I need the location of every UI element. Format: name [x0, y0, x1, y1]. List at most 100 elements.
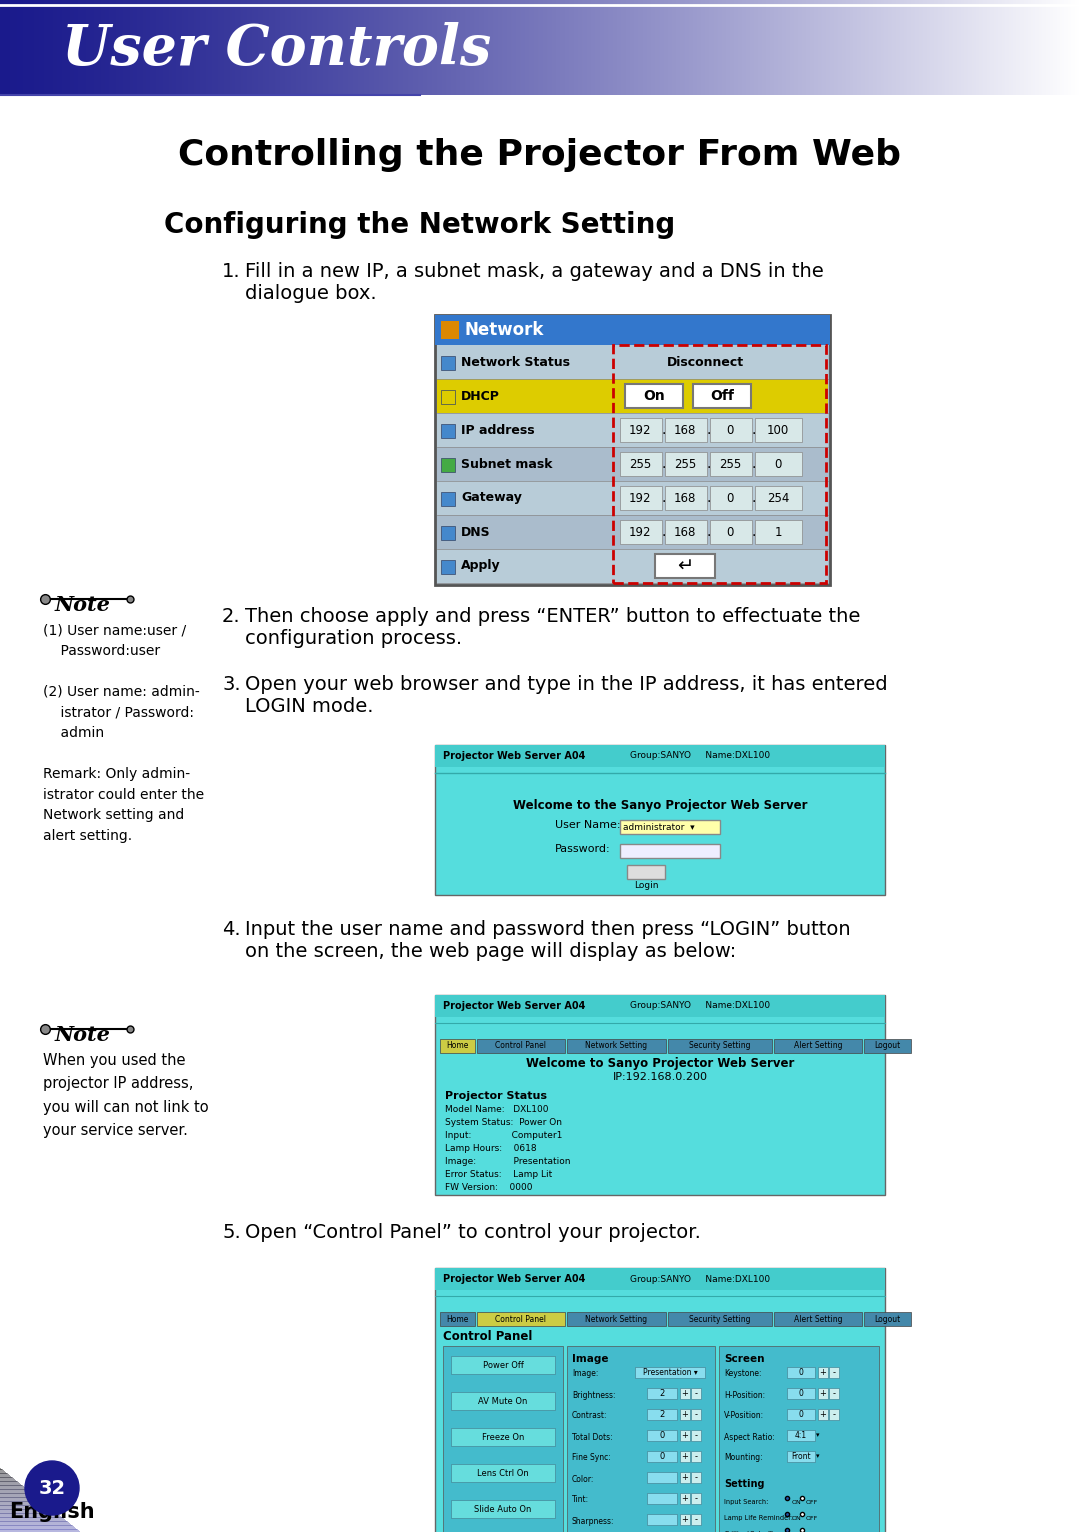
- Text: Sharpness:: Sharpness:: [572, 1517, 615, 1526]
- Text: Projector Web Server A04: Projector Web Server A04: [443, 1275, 585, 1284]
- Text: Note: Note: [55, 1025, 111, 1045]
- Bar: [665, 418, 707, 443]
- Text: 0: 0: [727, 492, 733, 504]
- Text: ON: ON: [792, 1515, 801, 1520]
- Text: Input the user name and password then press “LOGIN” button
on the screen, the we: Input the user name and password then pr…: [245, 921, 851, 961]
- Text: ON: ON: [792, 1500, 801, 1504]
- Text: Projector Web Server A04: Projector Web Server A04: [443, 1000, 585, 1011]
- Text: Control Panel: Control Panel: [496, 1314, 546, 1324]
- Text: Keystone:: Keystone:: [724, 1370, 761, 1379]
- Bar: [667, 1311, 772, 1327]
- Bar: [680, 1472, 690, 1483]
- Bar: [440, 1311, 475, 1327]
- Bar: [635, 1367, 705, 1377]
- Text: Freeze On: Freeze On: [482, 1432, 524, 1442]
- Text: +: +: [681, 1390, 688, 1399]
- Text: Image: Image: [572, 1354, 608, 1363]
- Text: +: +: [820, 1390, 826, 1399]
- Bar: [829, 1409, 839, 1420]
- Text: Fill in a new IP, a subnet mask, a gateway and a DNS in the
dialogue box.: Fill in a new IP, a subnet mask, a gatew…: [245, 262, 824, 303]
- Bar: [477, 1039, 565, 1052]
- Text: (1) User name:user /
    Password:user

(2) User name: admin-
    istrator / Pas: (1) User name:user / Password:user (2) U…: [43, 624, 204, 843]
- Text: 100: 100: [767, 423, 789, 437]
- Text: 0: 0: [798, 1368, 804, 1377]
- Bar: [665, 519, 707, 544]
- Bar: [864, 1311, 910, 1327]
- Bar: [437, 548, 828, 584]
- Text: Power Off: Power Off: [483, 1360, 524, 1370]
- Text: Group:SANYO     Name:DXL100: Group:SANYO Name:DXL100: [630, 1002, 770, 1011]
- Text: +: +: [681, 1409, 688, 1419]
- Text: 254: 254: [767, 492, 789, 504]
- Bar: [440, 1039, 475, 1052]
- Bar: [567, 1347, 715, 1532]
- Circle shape: [25, 1462, 79, 1515]
- Text: .: .: [662, 423, 666, 437]
- Bar: [818, 1409, 828, 1420]
- Text: Controlling the Projector From Web: Controlling the Projector From Web: [178, 138, 902, 172]
- Text: 255: 255: [674, 458, 697, 470]
- Text: 192: 192: [629, 492, 651, 504]
- Text: Projector Status: Projector Status: [445, 1091, 546, 1102]
- Bar: [443, 1347, 563, 1532]
- Bar: [755, 418, 802, 443]
- Bar: [441, 561, 455, 574]
- Text: Open “Control Panel” to control your projector.: Open “Control Panel” to control your pro…: [245, 1223, 701, 1242]
- Text: Network Setting: Network Setting: [585, 1314, 647, 1324]
- Text: Setting: Setting: [724, 1478, 765, 1489]
- Bar: [435, 316, 831, 345]
- Text: Fine Sync:: Fine Sync:: [572, 1454, 611, 1463]
- Text: Note: Note: [55, 594, 111, 614]
- Bar: [691, 1494, 701, 1504]
- Text: Control Panel: Control Panel: [496, 1042, 546, 1051]
- Text: ▾: ▾: [816, 1454, 820, 1460]
- Text: V-Position:: V-Position:: [724, 1411, 765, 1420]
- Bar: [691, 1409, 701, 1420]
- Bar: [620, 418, 662, 443]
- Bar: [710, 519, 752, 544]
- Text: +: +: [681, 1515, 688, 1524]
- Bar: [620, 519, 662, 544]
- Text: .: .: [662, 457, 666, 470]
- Bar: [647, 1451, 677, 1462]
- Bar: [437, 515, 828, 548]
- Text: Home: Home: [446, 1314, 469, 1324]
- Bar: [441, 391, 455, 404]
- Text: Security Setting: Security Setting: [689, 1042, 751, 1051]
- Bar: [755, 452, 802, 476]
- Text: .: .: [752, 457, 756, 470]
- Bar: [691, 1472, 701, 1483]
- Bar: [441, 492, 455, 506]
- Text: 168: 168: [674, 423, 697, 437]
- Text: 2: 2: [660, 1390, 664, 1399]
- Bar: [441, 458, 455, 472]
- Text: Front: Front: [792, 1452, 811, 1462]
- Text: .: .: [752, 423, 756, 437]
- Bar: [647, 1472, 677, 1483]
- Text: Configuring the Network Setting: Configuring the Network Setting: [164, 211, 676, 239]
- Text: Input Search:: Input Search:: [724, 1498, 768, 1504]
- Text: .: .: [706, 457, 712, 470]
- Bar: [719, 1347, 879, 1532]
- Text: Subnet mask: Subnet mask: [461, 458, 553, 470]
- Text: Disconnect: Disconnect: [666, 355, 743, 369]
- Text: Total Dots:: Total Dots:: [572, 1432, 612, 1442]
- Text: Password:: Password:: [555, 844, 610, 853]
- Bar: [665, 452, 707, 476]
- Text: Group:SANYO     Name:DXL100: Group:SANYO Name:DXL100: [630, 1275, 770, 1284]
- Bar: [680, 1388, 690, 1399]
- Bar: [691, 1451, 701, 1462]
- Bar: [435, 1268, 885, 1290]
- Bar: [787, 1367, 815, 1377]
- Text: Presentation ▾: Presentation ▾: [643, 1368, 698, 1377]
- Text: -: -: [833, 1409, 836, 1419]
- Text: Screen: Screen: [724, 1354, 765, 1363]
- Text: .: .: [706, 490, 712, 506]
- Text: Image:             Presentation: Image: Presentation: [445, 1157, 570, 1166]
- Text: Image:: Image:: [572, 1370, 598, 1379]
- Bar: [665, 486, 707, 510]
- Text: 255: 255: [719, 458, 741, 470]
- Text: .: .: [706, 525, 712, 539]
- Bar: [451, 1465, 555, 1481]
- Bar: [647, 1494, 677, 1504]
